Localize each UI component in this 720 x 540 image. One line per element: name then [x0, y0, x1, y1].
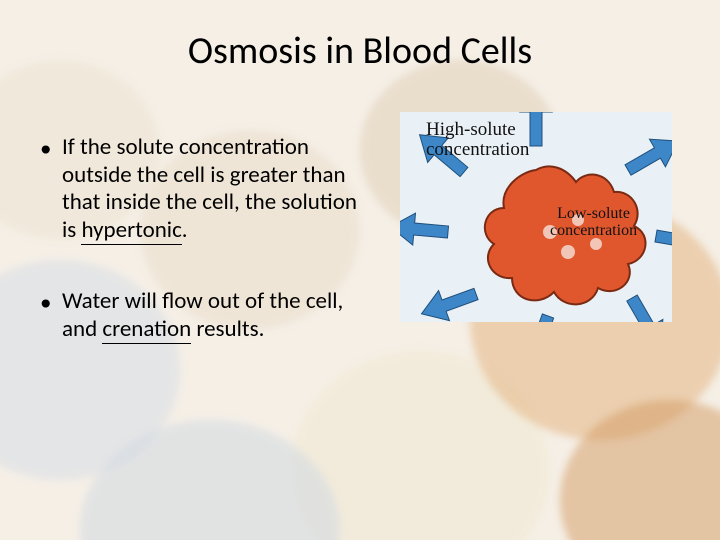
slide-content: Osmosis in Blood Cells • If the solute c…: [0, 0, 720, 540]
bullet-item: • Water will flow out of the cell, and c…: [40, 288, 370, 343]
bullet-text: Water will flow out of the cell, and cre…: [62, 288, 370, 343]
diagram-column: High-soluteconcentration Low-soluteconce…: [390, 112, 680, 366]
bullet-column: • If the solute concentration outside th…: [40, 134, 370, 388]
bullet-item: • If the solute concentration outside th…: [40, 134, 370, 244]
bullet-term: hypertonic: [81, 216, 181, 245]
bullet-post: .: [182, 216, 188, 244]
two-column-layout: • If the solute concentration outside th…: [40, 134, 680, 388]
bullet-marker: •: [40, 134, 62, 244]
label-low-solute: Low-soluteconcentration: [550, 206, 637, 240]
bullet-post: results.: [191, 315, 264, 343]
slide-title: Osmosis in Blood Cells: [40, 28, 680, 74]
label-high-solute: High-soluteconcentration: [426, 120, 529, 160]
crenation-diagram: High-soluteconcentration Low-soluteconce…: [400, 112, 672, 322]
bullet-term: crenation: [102, 315, 191, 344]
bullet-marker: •: [40, 288, 62, 343]
bullet-text: If the solute concentration outside the …: [62, 134, 370, 244]
